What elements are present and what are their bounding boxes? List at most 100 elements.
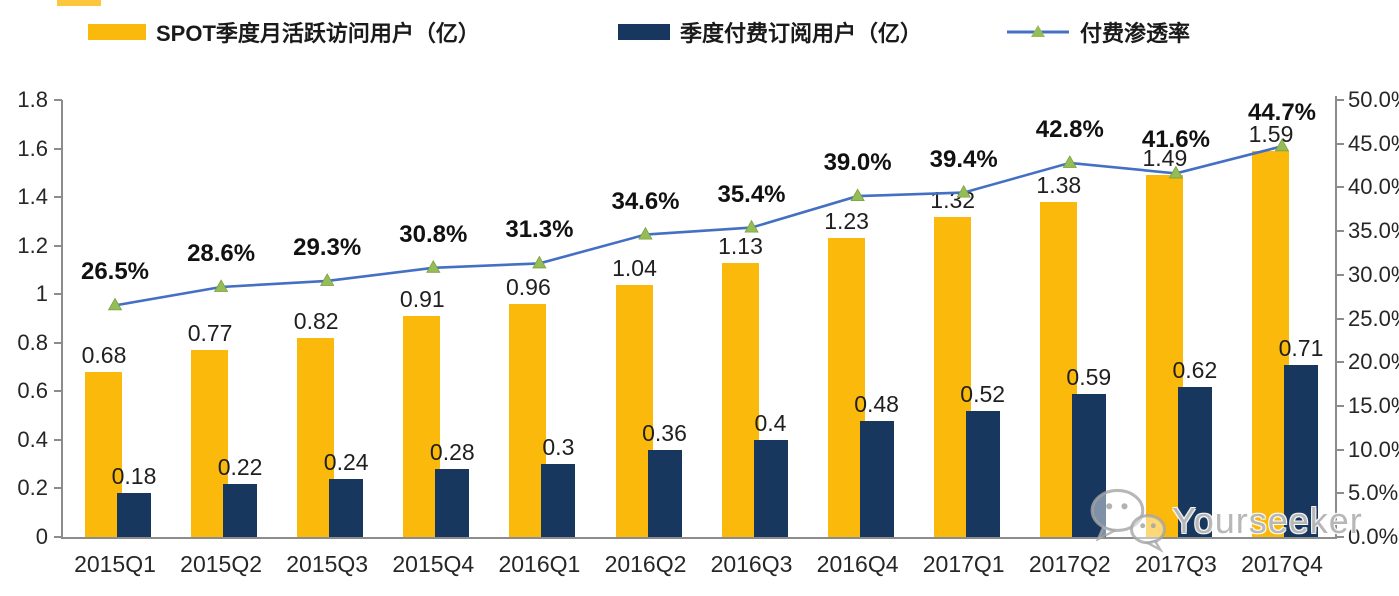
subscriber-bar [329,478,364,537]
subscriber-bar-label: 0.52 [960,380,1006,407]
penetration-marker [744,219,759,233]
left-axis-tick [54,196,62,199]
mau-bar [1039,202,1077,537]
mau-bar-label: 1.59 [1248,121,1294,147]
subscriber-bar [965,410,1000,537]
left-axis-tick-label: 0 [35,524,48,549]
wechat-icon [1090,488,1166,553]
x-axis-label: 2017Q2 [1028,551,1111,577]
left-axis-tick-label: 1 [35,281,48,307]
mau-bar [721,262,759,537]
penetration-marker [638,226,653,240]
penetration-label: 30.8% [399,220,468,248]
subscriber-bar [223,483,258,537]
x-axis-label: 2015Q4 [392,551,475,577]
penetration-marker [956,184,971,198]
watermark: Yourseeker [1088,488,1363,554]
left-axis-tick-label: 0.4 [17,426,48,452]
right-axis-tick-label: 15.0% [1348,392,1399,418]
left-axis-tick [54,487,62,490]
legend-item-subscribers: 季度付费订阅用户（亿） [618,16,922,48]
subscriber-bar [117,493,151,537]
subscriber-bar-label: 0.71 [1278,334,1324,361]
mau-bar [297,337,335,537]
left-axis-line [61,100,63,538]
mau-bar-label: 0.96 [506,273,551,300]
penetration-marker [1168,165,1184,179]
subscriber-bar-label: 0.24 [323,448,369,475]
penetration-label: 42.8% [1035,115,1104,143]
right-axis-tick [1335,142,1344,145]
right-axis-tick-label: 45.0% [1348,130,1399,156]
mau-bar-label: 0.77 [187,320,233,347]
right-axis-tick [1335,99,1344,101]
right-axis-tick-label: 40.0% [1348,174,1399,200]
mau-bar-label: 0.91 [399,286,445,313]
subscriber-bar-label: 0.3 [542,434,575,461]
mau-bar-label: 1.38 [1036,172,1082,198]
subscriber-bar [859,420,894,537]
x-axis-label: 2017Q3 [1134,551,1217,577]
x-axis-label: 2016Q3 [710,551,793,577]
right-axis-tick-label: 5.0% [1348,480,1399,506]
left-axis-tick-label: 1.2 [17,232,48,258]
subscriber-bar [647,449,682,537]
penetration-label: 28.6% [187,240,256,267]
mau-bar [933,216,971,537]
subscriber-bar-label: 0.36 [642,419,687,446]
subscriber-bar [1177,386,1212,537]
left-axis-tick [54,99,62,101]
left-axis-tick-label: 1.8 [17,87,48,112]
penetration-label: 44.7% [1247,99,1317,127]
x-axis-label: 2015Q3 [286,551,369,577]
mau-bar-label: 1.23 [824,208,869,235]
subscriber-bar-label: 0.18 [111,463,157,490]
mau-legend-label: SPOT季度月活跃访问用户（亿） [156,21,480,46]
penetration-label: 39.4% [929,145,998,173]
right-axis-tick [1335,404,1344,407]
mau-bar [1145,175,1183,537]
mau-bar [403,316,441,537]
penetration-line [114,145,1283,307]
left-axis-tick [54,438,62,441]
penetration-label: 34.6% [611,187,680,215]
mau-bar-label: 1.04 [612,254,657,281]
subscriber-bar-label: 0.4 [754,409,787,436]
left-axis-tick [54,536,62,538]
subscriber-bar [435,469,470,537]
x-axis-label: 2017Q1 [922,551,1005,577]
x-axis-label: 2015Q2 [180,551,263,577]
mau-bar [827,238,865,537]
right-axis-tick-label: 0.0% [1348,524,1399,549]
penetration-marker [213,279,229,292]
penetration-marker [107,297,123,311]
right-axis-tick-label: 50.0% [1348,87,1399,112]
cropped-legend-artifact [57,0,101,6]
right-axis-tick-label: 30.0% [1348,261,1399,287]
right-axis-tick [1335,448,1344,451]
x-axis-label: 2016Q4 [816,551,899,577]
right-axis-tick [1335,536,1344,538]
x-axis-label: 2016Q2 [604,551,687,577]
legend-item-mau: SPOT季度月活跃访问用户（亿） [88,16,480,48]
right-axis-tick-label: 10.0% [1348,436,1399,462]
left-axis-tick-label: 1.6 [17,135,48,161]
penetration-label: 31.3% [505,216,574,244]
subscriber-bar [1071,393,1106,537]
penetration-line-chart [107,138,1290,311]
right-axis-tick [1335,317,1344,320]
left-axis-tick [54,244,62,247]
penetration-label: 39.0% [823,149,892,177]
x-axis-line [61,537,1337,539]
left-axis-tick-label: 0.6 [17,378,48,404]
right-axis-tick [1335,273,1344,276]
x-axis-label: 2017Q4 [1241,551,1323,577]
penetration-marker [532,255,547,269]
right-axis-tick [1335,230,1344,233]
watermark-text: Yourseeker [1172,500,1363,541]
right-axis-tick-label: 25.0% [1348,305,1399,331]
subscriber-bar [753,439,788,537]
penetration-label: 41.6% [1141,126,1210,154]
